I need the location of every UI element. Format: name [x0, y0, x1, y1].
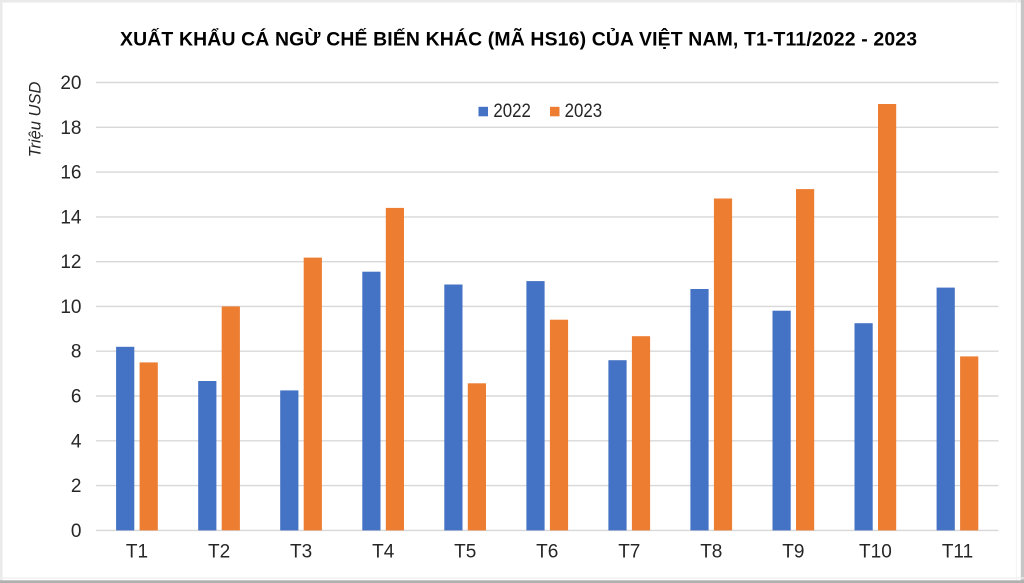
svg-text:Triệu USD: Triệu USD	[26, 82, 44, 158]
svg-text:T11: T11	[942, 542, 973, 563]
svg-text:T1: T1	[126, 542, 148, 563]
svg-text:T4: T4	[372, 542, 395, 563]
svg-text:T8: T8	[700, 542, 722, 563]
svg-text:2022: 2022	[493, 101, 531, 122]
svg-text:T5: T5	[454, 542, 476, 563]
svg-text:16: 16	[60, 163, 81, 184]
svg-text:8: 8	[71, 342, 82, 363]
svg-text:XUẤT KHẨU CÁ NGỪ CHẾ BIẾN KHÁC: XUẤT KHẨU CÁ NGỪ CHẾ BIẾN KHÁC (MÃ HS16)…	[120, 27, 917, 51]
svg-text:T9: T9	[782, 542, 804, 563]
svg-text:0: 0	[71, 521, 82, 542]
svg-text:12: 12	[60, 252, 81, 273]
svg-text:10: 10	[60, 297, 81, 318]
svg-text:18: 18	[60, 118, 81, 139]
svg-text:4: 4	[71, 431, 82, 452]
svg-text:2: 2	[71, 476, 82, 497]
svg-text:6: 6	[71, 387, 82, 408]
svg-text:2023: 2023	[565, 101, 603, 122]
svg-text:T2: T2	[208, 542, 230, 563]
svg-text:T10: T10	[859, 542, 892, 563]
svg-text:T3: T3	[290, 542, 312, 563]
svg-text:14: 14	[60, 207, 82, 228]
svg-text:20: 20	[60, 73, 81, 94]
svg-text:T6: T6	[536, 542, 558, 563]
svg-text:T7: T7	[618, 542, 640, 563]
